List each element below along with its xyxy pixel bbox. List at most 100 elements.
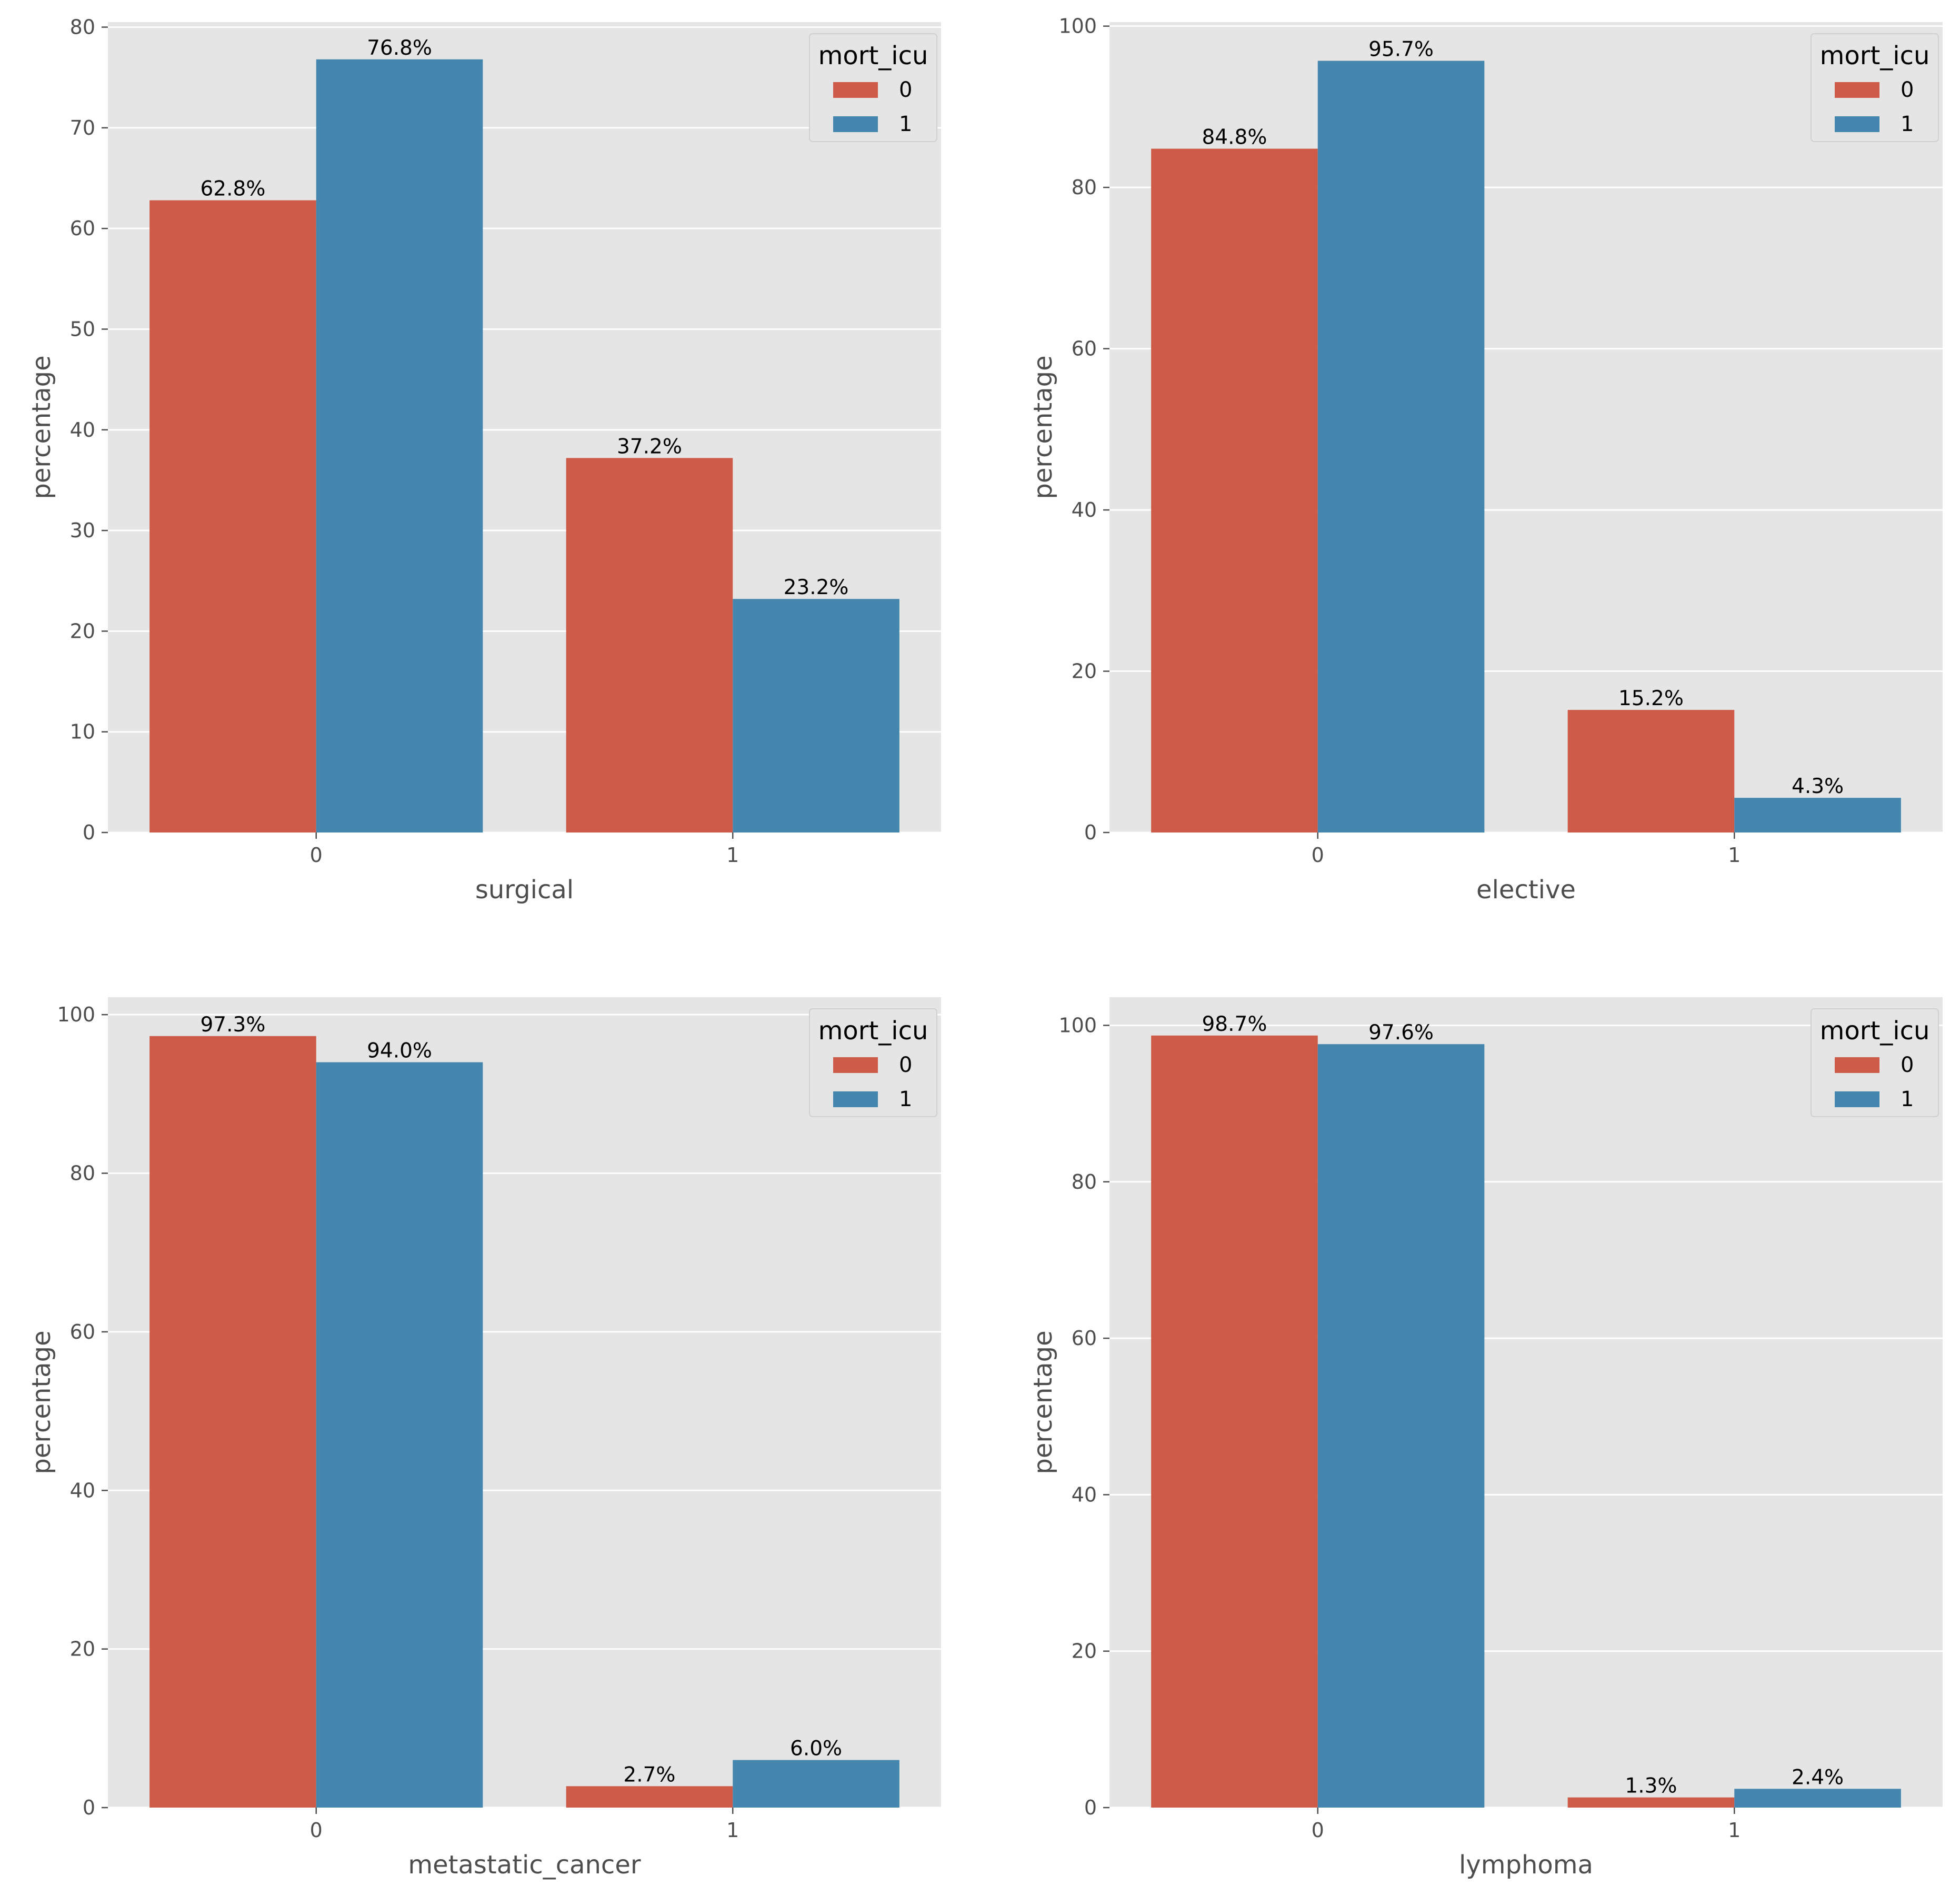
bar-series-1-cat-0: [316, 1062, 483, 1808]
y-tick-label: 40: [70, 418, 95, 442]
y-tick-label: 0: [83, 1796, 95, 1819]
y-tick-label: 20: [70, 619, 95, 643]
legend: mort_icu 0 1: [809, 33, 937, 142]
legend-swatch-0: [833, 82, 878, 98]
y-axis-label: percentage: [27, 355, 56, 499]
y-axis-label: percentage: [27, 1330, 56, 1474]
legend: mort_icu 0 1: [809, 1008, 937, 1117]
legend-swatch-1: [833, 116, 878, 132]
bar-data-label: 95.7%: [1368, 38, 1434, 62]
bar-data-label: 2.7%: [623, 1763, 675, 1787]
y-tick-label: 80: [1072, 1170, 1097, 1193]
y-tick-label: 0: [1084, 1796, 1097, 1819]
bar-series-0-cat-1: [1567, 1797, 1735, 1808]
y-tick-label: 80: [1072, 176, 1097, 199]
y-tick-label: 100: [57, 1003, 95, 1026]
bar-data-label: 97.6%: [1368, 1021, 1434, 1045]
bar-series-0-cat-1: [566, 458, 733, 832]
legend-title: mort_icu: [818, 41, 928, 71]
legend-entry-label: 0: [899, 78, 912, 102]
legend-entry-label: 1: [1901, 1087, 1914, 1111]
chart-panel-1: 0102030405060708062.8%76.8%037.2%23.2%1s…: [27, 16, 941, 905]
x-tick-label: 0: [1312, 844, 1324, 867]
bar-data-label: 4.3%: [1792, 775, 1844, 798]
x-tick-label: 0: [310, 1819, 323, 1842]
legend-swatch-1: [833, 1091, 878, 1107]
legend: mort_icu 0 1: [1811, 33, 1939, 142]
x-tick-label: 1: [1728, 844, 1741, 867]
legend-entry-label: 0: [1901, 78, 1914, 102]
bar-series-0-cat-0: [1151, 148, 1318, 832]
y-tick-label: 100: [1058, 15, 1097, 38]
x-tick-label: 1: [726, 844, 739, 867]
bar-series-0-cat-0: [149, 200, 316, 833]
bar-series-1-cat-1: [1734, 798, 1901, 832]
bar-series-0-cat-1: [566, 1786, 733, 1808]
legend-swatch-1: [1835, 116, 1879, 132]
y-tick-label: 50: [70, 317, 95, 340]
y-tick-label: 60: [1072, 1327, 1097, 1350]
x-axis-label: metastatic_cancer: [408, 1850, 641, 1880]
legend-title: mort_icu: [1820, 41, 1930, 71]
x-axis-label: elective: [1476, 875, 1576, 905]
bar-series-1-cat-1: [733, 599, 899, 832]
bar-series-0-cat-0: [1151, 1035, 1318, 1808]
bar-data-label: 6.0%: [790, 1737, 842, 1761]
legend-swatch-0: [833, 1057, 878, 1073]
chart-panel-3: 0 20 40 60 80 100 97.3% 94.0% 0 2.7% 6.0% 1 metastat…: [27, 997, 941, 1880]
legend-entry-label: 1: [1901, 112, 1914, 136]
bar-data-label: 37.2%: [617, 435, 682, 458]
x-tick-label: 1: [1728, 1819, 1741, 1842]
bar-data-label: 76.8%: [367, 36, 432, 60]
x-tick-label: 0: [1312, 1819, 1324, 1842]
y-tick-label: 60: [1072, 337, 1097, 360]
legend-title: mort_icu: [1820, 1016, 1930, 1046]
y-tick-label: 80: [70, 1162, 95, 1185]
bar-data-label: 62.8%: [200, 177, 265, 201]
x-tick-label: 1: [726, 1819, 739, 1842]
y-tick-label: 100: [1058, 1014, 1097, 1037]
y-tick-label: 60: [70, 1320, 95, 1343]
bar-data-label: 15.2%: [1618, 687, 1684, 710]
legend-title: mort_icu: [818, 1016, 928, 1046]
y-tick-label: 80: [70, 16, 95, 39]
bar-series-1-cat-0: [1317, 1044, 1485, 1808]
y-tick-label: 0: [83, 821, 95, 844]
y-axis-label: percentage: [1028, 1330, 1058, 1474]
y-tick-label: 0: [1084, 821, 1097, 844]
bar-data-label: 94.0%: [367, 1039, 432, 1063]
legend: mort_icu 0 1: [1811, 1008, 1939, 1117]
chart-panel-2: 0 20 40 60 80 100 84.8% 95.7% 0 15.2% 4.3% 1 electiv…: [1028, 15, 1943, 905]
bar-data-label: 1.3%: [1625, 1774, 1677, 1798]
legend-swatch-0: [1835, 82, 1879, 98]
legend-entry-label: 0: [1901, 1053, 1914, 1077]
bar-data-label: 97.3%: [200, 1013, 265, 1037]
y-tick-label: 60: [70, 217, 95, 240]
y-tick-label: 40: [70, 1479, 95, 1502]
legend-entry-label: 1: [899, 1087, 912, 1111]
y-tick-label: 20: [70, 1638, 95, 1661]
y-tick-label: 20: [1072, 660, 1097, 683]
x-axis-label: lymphoma: [1459, 1850, 1593, 1880]
legend-entry-label: 1: [899, 112, 912, 136]
bar-series-1-cat-1: [1734, 1789, 1901, 1808]
y-tick-label: 40: [1072, 498, 1097, 521]
bar-data-label: 2.4%: [1792, 1765, 1844, 1789]
bar-series-1-cat-1: [733, 1760, 899, 1808]
bar-series-1-cat-0: [316, 59, 483, 833]
bar-series-0-cat-0: [149, 1036, 316, 1808]
bar-data-label: 84.8%: [1202, 126, 1267, 149]
y-tick-label: 40: [1072, 1483, 1097, 1506]
bar-data-label: 23.2%: [784, 576, 849, 599]
y-tick-label: 10: [70, 720, 95, 744]
chart-panel-4: 0 20 40 60 80 100 98.7% 97.6% 0 1.3% 2.4% 1 lymphoma…: [1028, 997, 1943, 1880]
bar-series-1-cat-0: [1317, 61, 1485, 832]
y-tick-label: 20: [1072, 1640, 1097, 1663]
legend-swatch-1: [1835, 1091, 1879, 1107]
bar-data-label: 98.7%: [1202, 1012, 1267, 1036]
x-axis-label: surgical: [475, 875, 574, 905]
y-tick-label: 70: [70, 116, 95, 139]
y-axis-label: percentage: [1028, 355, 1058, 499]
legend-entry-label: 0: [899, 1053, 912, 1077]
